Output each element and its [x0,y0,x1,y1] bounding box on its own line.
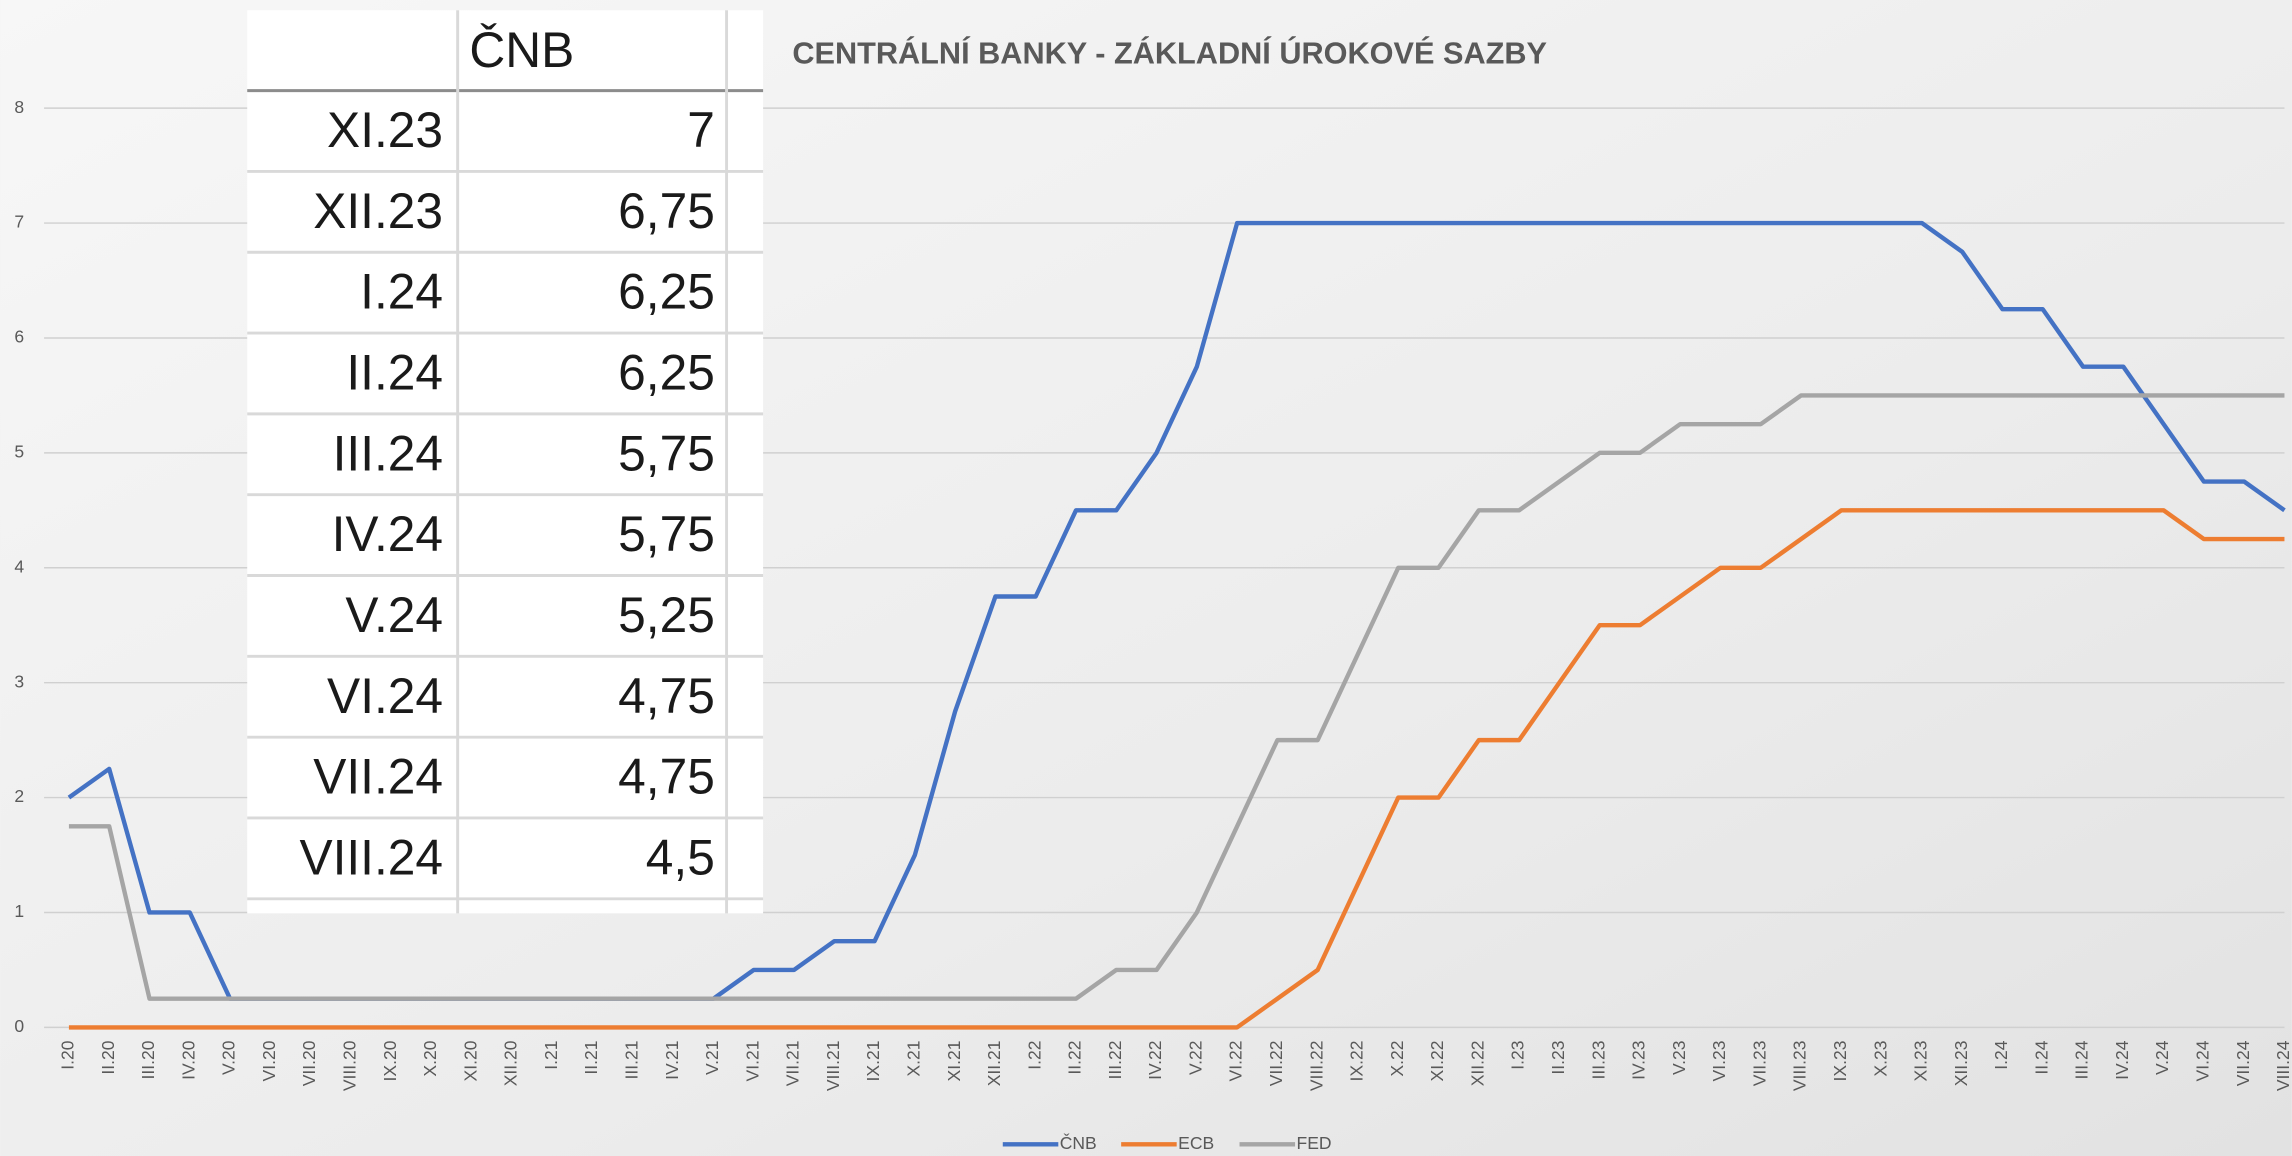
y-tick-label: 7 [14,212,24,232]
x-tick-label: XI.22 [1427,1041,1447,1082]
table-cell: XII.23 [313,183,443,239]
x-tick-label: X.23 [1870,1041,1890,1077]
table-cell: XI.23 [327,102,443,158]
table-cell: 4,75 [618,668,715,724]
table: ČNB XI.23 7 XII.23 6,75 I.24 6,25 II.24 6,25 III.… [247,10,763,913]
x-tick-label: VII.21 [783,1041,803,1087]
x-tick-label: XI.23 [1911,1041,1931,1082]
x-tick-label: IX.23 [1830,1041,1850,1082]
table-cell: 5,25 [618,587,715,643]
table-cell: 4,75 [618,749,715,805]
y-tick-label: 5 [14,441,24,461]
x-tick-label: III.20 [138,1040,158,1079]
chart: CENTRÁLNÍ BANKY - ZÁKLADNÍ ÚROKOVÉ SAZBY… [0,0,2292,1156]
table-cell: 6,75 [618,183,715,239]
x-tick-label: XII.21 [984,1041,1004,1087]
y-tick-label: 0 [14,1016,24,1036]
x-tick-label: I.23 [1508,1041,1528,1070]
x-tick-label: X.20 [420,1040,440,1076]
table-cell: 6,25 [618,264,715,320]
x-tick-label: IV.20 [178,1040,198,1080]
x-tick-label: IX.22 [1347,1041,1367,1082]
x-tick-label: II.20 [98,1040,118,1074]
x-tick-label: XII.23 [1951,1041,1971,1087]
x-tick-label: IX.21 [863,1041,883,1082]
table-cell: 4,5 [646,829,715,885]
x-tick-label: VI.22 [1226,1041,1246,1082]
x-tick-label: IV.24 [2112,1040,2132,1080]
x-tick-label: VIII.20 [340,1040,360,1091]
x-tick-label: VIII.23 [1790,1041,1810,1092]
x-tick-label: XII.22 [1467,1041,1487,1087]
x-tick-label: III.23 [1588,1041,1608,1080]
x-tick-label: X.21 [903,1041,923,1077]
x-tick-label: II.23 [1548,1041,1568,1075]
y-tick-label: 6 [14,327,24,347]
x-tick-label: V.22 [1185,1041,1205,1075]
table-cell: II.24 [346,345,443,401]
x-tick-label: VII.22 [1266,1041,1286,1087]
table-cell: III.24 [333,425,443,481]
x-tick-label: IV.23 [1629,1041,1649,1080]
x-tick-label: I.21 [541,1041,561,1070]
y-tick-label: 3 [14,671,24,691]
table-cell: I.24 [360,264,443,320]
x-tick-label: VI.24 [2193,1040,2213,1081]
x-tick-label: VI.21 [742,1041,762,1082]
x-tick-label: III.22 [1105,1041,1125,1080]
x-tick-label: IV.21 [662,1041,682,1080]
x-tick-label: V.21 [702,1041,722,1075]
x-tick-label: XI.21 [944,1041,964,1082]
table-cell: 5,75 [618,506,715,562]
legend-label: ECB [1178,1133,1214,1153]
x-tick-label: XI.20 [460,1040,480,1081]
x-tick-label: II.24 [2031,1040,2051,1074]
chart-title: CENTRÁLNÍ BANKY - ZÁKLADNÍ ÚROKOVÉ SAZBY [792,35,1547,71]
y-tick-label: 4 [14,556,24,576]
x-tick-label: III.24 [2072,1040,2092,1079]
table-cell: VIII.24 [299,829,443,885]
table-cell: IV.24 [332,506,443,562]
x-tick-label: VII.20 [299,1040,319,1086]
x-tick-label: V.23 [1669,1041,1689,1075]
x-tick-label: II.21 [581,1041,601,1075]
x-tick-label: V.20 [219,1040,239,1075]
x-tick-label: VIII.21 [823,1041,843,1092]
table-cell: 5,75 [618,425,715,481]
y-tick-label: 8 [14,97,24,117]
table-cell: 7 [687,102,715,158]
y-tick-label: 1 [14,901,24,921]
table-cell: VII.24 [313,749,443,805]
x-tick-label: I.24 [1991,1040,2011,1069]
x-tick-label: V.24 [2152,1040,2172,1075]
table-header: ČNB [469,22,574,78]
legend-label: ČNB [1060,1132,1097,1153]
x-tick-label: VIII.24 [2273,1040,2292,1091]
table-cell: 6,25 [618,345,715,401]
x-tick-label: XII.20 [501,1040,521,1086]
page: {"chart_data": {"type": "line", "title":… [0,0,2292,1156]
x-tick-label: VI.20 [259,1040,279,1081]
x-tick-label: VII.23 [1749,1041,1769,1087]
x-tick-label: I.20 [58,1040,78,1069]
x-tick-label: IX.20 [380,1040,400,1081]
legend-label: FED [1297,1133,1332,1153]
x-tick-label: II.22 [1065,1041,1085,1075]
x-tick-label: I.22 [1024,1041,1044,1070]
table-cell: V.24 [345,587,443,643]
x-tick-label: VIII.22 [1306,1041,1326,1092]
table-cell: VI.24 [327,668,443,724]
x-tick-label: X.22 [1387,1041,1407,1077]
x-tick-label: IV.22 [1145,1041,1165,1080]
x-tick-label: VII.24 [2233,1040,2253,1086]
x-tick-label: III.21 [621,1041,641,1080]
x-tick-label: VI.23 [1709,1041,1729,1082]
y-tick-label: 2 [14,786,24,806]
